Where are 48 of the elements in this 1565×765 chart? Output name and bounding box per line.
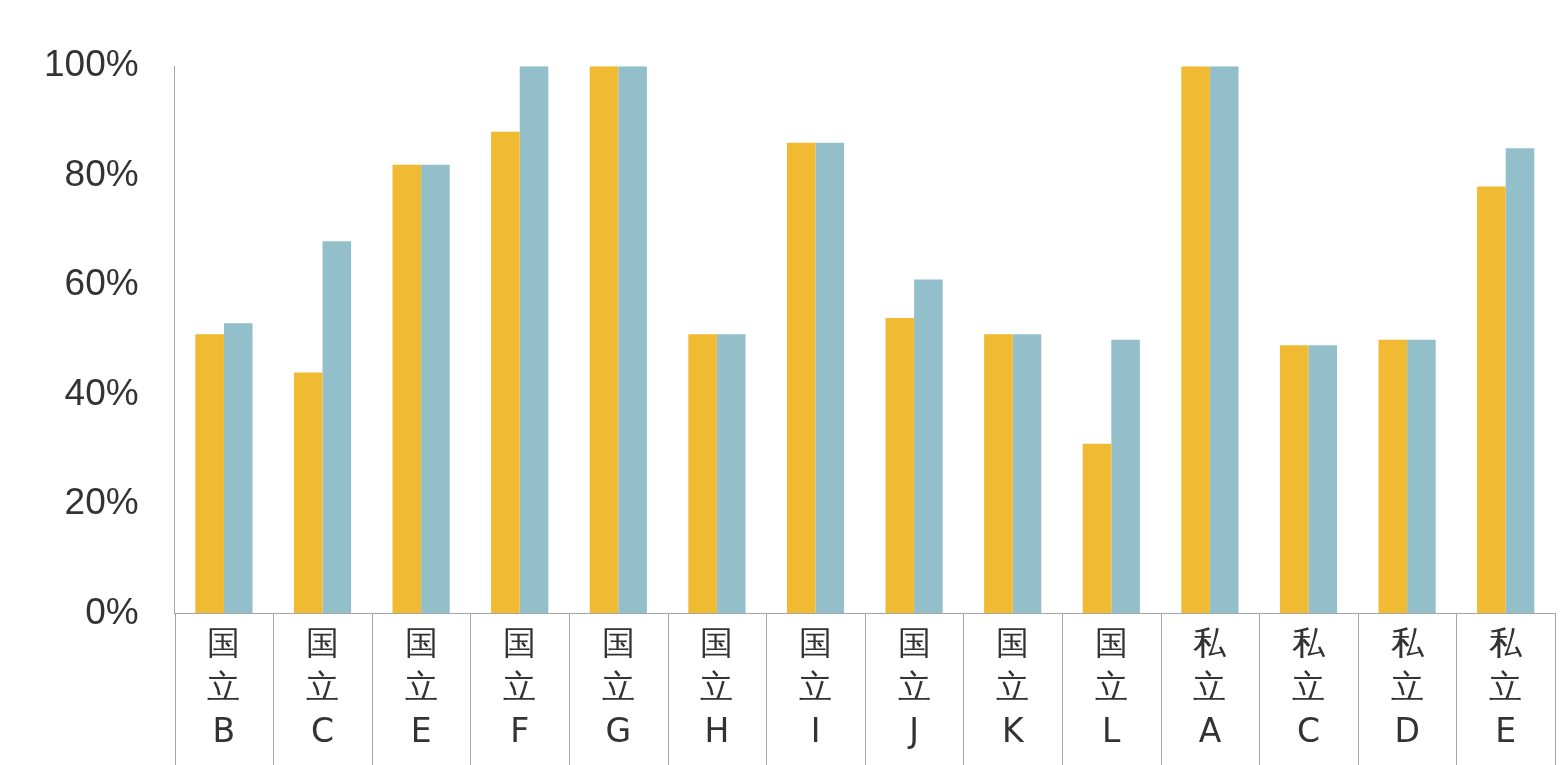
- bar: [1505, 148, 1535, 614]
- bar: [1378, 339, 1408, 614]
- bar: [589, 66, 619, 614]
- y-tick-label: 40%: [64, 371, 139, 413]
- bar: [195, 334, 224, 614]
- bar: [1308, 345, 1338, 614]
- bar: [1082, 443, 1112, 614]
- bar: [491, 131, 520, 614]
- y-tick-label: 60%: [64, 262, 139, 304]
- bar: [1477, 186, 1506, 614]
- x-tick-label: 私立D: [1390, 622, 1425, 750]
- bar: [984, 334, 1013, 614]
- bar: [223, 323, 253, 614]
- bar: [716, 334, 746, 614]
- bar: [1407, 339, 1436, 614]
- bar: [421, 164, 450, 614]
- bar: [1181, 66, 1210, 614]
- x-tick-label: 国立F: [503, 622, 537, 750]
- x-tick-label: 国立E: [404, 622, 438, 750]
- bar: [618, 66, 647, 614]
- x-tick-label: 国立H: [700, 622, 734, 750]
- bar: [1111, 339, 1140, 614]
- x-tick-label: 国立C: [306, 622, 340, 750]
- x-tick-label: 国立K: [996, 622, 1030, 750]
- x-tick-label: 国立G: [601, 622, 635, 750]
- x-tick-label: 国立J: [897, 622, 931, 750]
- x-tick-label: 私立C: [1292, 622, 1327, 750]
- x-tick-label: 国立B: [207, 622, 241, 750]
- bar: [885, 317, 915, 614]
- y-tick-label: 20%: [64, 481, 139, 523]
- y-tick-label: 0%: [85, 590, 139, 632]
- bar: [688, 334, 717, 614]
- x-tick-label: 国立I: [799, 622, 833, 750]
- bar: [293, 372, 323, 614]
- y-tick-label: 80%: [64, 152, 139, 194]
- bar: [914, 279, 943, 614]
- y-tick-label: 100%: [43, 43, 139, 85]
- x-tick-label: 私立A: [1193, 622, 1228, 750]
- bar: [519, 66, 549, 614]
- x-tick-label: 私立E: [1489, 622, 1524, 750]
- bar: [1209, 66, 1239, 614]
- bar: [322, 241, 352, 614]
- bar: [786, 142, 816, 614]
- bar: [1279, 345, 1309, 614]
- bar: [815, 142, 845, 614]
- x-tick-label: 国立L: [1094, 622, 1128, 750]
- bar: [392, 164, 422, 614]
- bar: [1012, 334, 1042, 614]
